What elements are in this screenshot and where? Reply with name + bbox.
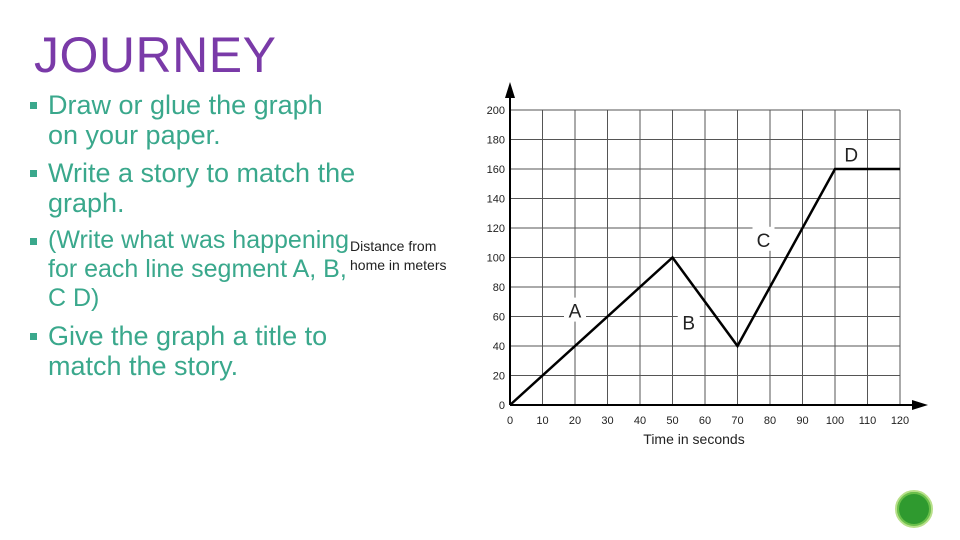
y-tick-label: 140 — [487, 194, 505, 206]
x-tick-label: 110 — [859, 415, 877, 427]
segment-label-a: A — [569, 302, 582, 323]
bullet-item: Write a story to match the graph. — [30, 158, 360, 218]
journey-line — [509, 167, 900, 406]
chart-annotations: A B C D — [564, 141, 863, 334]
chart-ticks: 0 10 20 30 40 50 60 70 80 90 100 110 120 0 20 40 60 80 100… — [487, 105, 910, 427]
x-tick-label: 70 — [731, 415, 743, 427]
segment-label-bg — [677, 309, 700, 334]
chart-series — [509, 167, 900, 406]
bullet-square-icon — [30, 170, 37, 177]
y-tick-label: 160 — [487, 164, 505, 176]
bullet-square-icon — [30, 333, 37, 340]
y-tick-label: 0 — [499, 400, 505, 412]
chart-grid — [510, 109, 901, 405]
x-axis-label: Time in seconds — [643, 431, 744, 447]
segment-label-bg — [564, 297, 586, 322]
segment-label-c: C — [757, 231, 771, 252]
bullet-item: Give the graph a title to match the stor… — [30, 321, 360, 381]
y-tick-label: 120 — [487, 223, 505, 235]
y-axis-label: Distance from home in meters — [350, 238, 446, 273]
chart-axes — [505, 82, 928, 410]
x-tick-label: 0 — [507, 415, 513, 427]
bullet-square-icon — [30, 102, 37, 109]
segment-label-d: D — [844, 145, 858, 166]
y-tick-label: 40 — [493, 341, 505, 353]
bullet-item: Draw or glue the graph on your paper. — [30, 90, 360, 150]
x-axis-arrow-icon — [912, 400, 928, 410]
segment-label-bg — [840, 141, 863, 166]
bullet-text: Write a story to match the graph. — [48, 158, 356, 218]
y-axis-arrow-icon — [505, 82, 515, 98]
y-tick-label: 20 — [493, 371, 505, 383]
x-tick-label: 20 — [569, 415, 581, 427]
x-tick-label: 100 — [826, 415, 844, 427]
nav-circle-button[interactable] — [895, 490, 933, 528]
x-tick-label: 40 — [634, 415, 646, 427]
x-tick-label: 120 — [891, 415, 909, 427]
y-tick-label: 60 — [493, 312, 505, 324]
slide-title: JOURNEY — [34, 27, 277, 83]
segment-label-b: B — [682, 313, 695, 334]
x-tick-label: 10 — [536, 415, 548, 427]
bullet-item: (Write what was happening for each line … — [30, 226, 360, 313]
segment-label-bg — [752, 226, 775, 251]
x-tick-label: 60 — [699, 415, 711, 427]
x-tick-label: 80 — [764, 415, 776, 427]
bullet-text: Draw or glue the graph on your paper. — [48, 90, 323, 150]
y-tick-label: 100 — [487, 253, 505, 265]
y-tick-label: 180 — [487, 135, 505, 147]
y-tick-label: 80 — [493, 282, 505, 294]
x-tick-label: 50 — [666, 415, 678, 427]
x-tick-label: 30 — [601, 415, 613, 427]
x-tick-label: 90 — [796, 415, 808, 427]
bullet-text: Give the graph a title to match the stor… — [48, 321, 328, 381]
bullet-text: (Write what was happening for each line … — [48, 226, 350, 312]
y-tick-label: 200 — [487, 105, 505, 117]
distance-time-chart: 0 10 20 30 40 50 60 70 80 90 100 110 120 0 20 40 60 80 100… — [350, 82, 928, 447]
bullet-square-icon — [30, 238, 37, 245]
bullet-list: Draw or glue the graph on your paper. Wr… — [30, 90, 360, 389]
